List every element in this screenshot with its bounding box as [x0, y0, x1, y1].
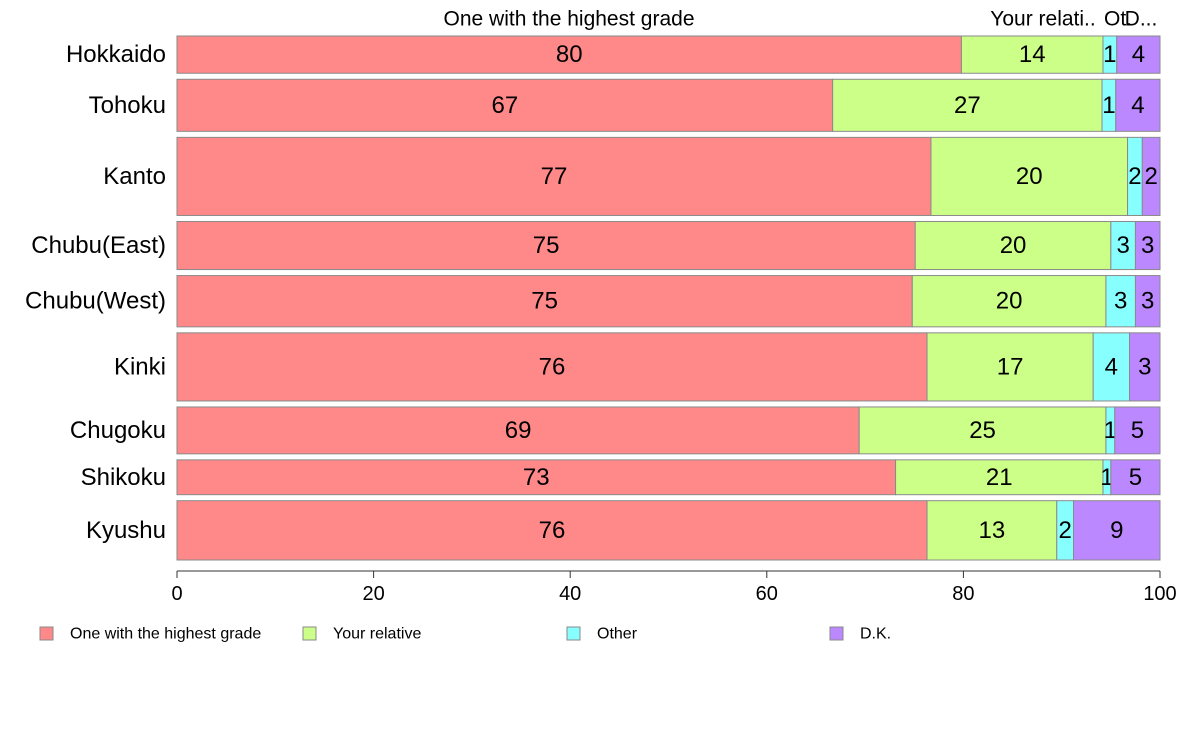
legend-swatch-one-with-the-highest-grade: [39, 626, 54, 641]
bar-kyushu-one-with-the-highest-grade: [176, 500, 928, 561]
category-label-chubu-east: Chubu(East): [31, 232, 166, 259]
data-label-hokkaido-one-with-the-highest-grade: 80: [556, 41, 583, 68]
data-label-kyushu-one-with-the-highest-grade: 76: [539, 517, 566, 544]
bar-kanto-your-relative: [930, 136, 1129, 216]
bar-chugoku-d-k: [1114, 406, 1161, 455]
data-label-kinki-one-with-the-highest-grade: 76: [539, 353, 566, 380]
bar-hokkaido-d-k: [1116, 35, 1161, 74]
data-label-kinki-your-relative: 17: [997, 353, 1024, 380]
bar-chugoku-your-relative: [858, 406, 1107, 455]
top-label-d-k: D...: [1125, 8, 1158, 31]
data-label-chugoku-one-with-the-highest-grade: 69: [505, 417, 532, 444]
category-label-kyushu: Kyushu: [86, 517, 166, 544]
data-label-tohoku-one-with-the-highest-grade: 67: [491, 92, 518, 119]
data-label-kinki-d-k: 3: [1138, 353, 1151, 380]
bar-chugoku-one-with-the-highest-grade: [176, 406, 860, 455]
data-label-kyushu-other: 2: [1058, 517, 1071, 544]
bar-kinki-other: [1092, 332, 1131, 402]
bars: 80 14 1 467 27 1 477 20 2 275 20 3 375 20 3 376 17 4 369 25…: [176, 35, 1161, 561]
bar-kinki-one-with-the-highest-grade: [176, 332, 928, 402]
data-label-hokkaido-other: 1: [1103, 41, 1116, 68]
legend-label-other: Other: [597, 626, 638, 643]
top-label-other: Ot.: [1104, 8, 1132, 31]
data-label-shikoku-your-relative: 21: [986, 464, 1013, 491]
legend-swatch-your-relative: [302, 626, 317, 641]
data-label-kyushu-d-k: 9: [1110, 517, 1123, 544]
data-label-chubu-east-d-k: 3: [1141, 232, 1154, 259]
data-label-chubu-west-your-relative: 20: [996, 288, 1023, 315]
legend-label-d-k: D.K.: [860, 626, 891, 643]
x-tick-label-20: 20: [362, 583, 384, 605]
bar-chubu-west-your-relative: [911, 275, 1107, 328]
data-label-chubu-east-other: 3: [1116, 232, 1129, 259]
data-label-kanto-your-relative: 20: [1016, 163, 1043, 190]
top-label-one-with-the-highest-grade: One with the highest grade: [444, 8, 695, 31]
x-tick-label-60: 60: [756, 583, 778, 605]
bar-hokkaido-your-relative: [960, 35, 1104, 74]
data-label-shikoku-other: 1: [1100, 464, 1113, 491]
bar-tohoku-d-k: [1115, 78, 1161, 132]
data-label-chubu-east-one-with-the-highest-grade: 75: [533, 232, 560, 259]
legend-label-one-with-the-highest-grade: One with the highest grade: [70, 626, 261, 643]
data-label-tohoku-other: 1: [1102, 92, 1115, 119]
data-label-tohoku-your-relative: 27: [954, 92, 981, 119]
data-label-hokkaido-d-k: 4: [1132, 41, 1145, 68]
bar-chubu-west-d-k: [1134, 275, 1161, 328]
data-label-hokkaido-your-relative: 14: [1019, 41, 1046, 68]
bar-chubu-east-d-k: [1134, 220, 1161, 271]
data-label-shikoku-one-with-the-highest-grade: 73: [523, 464, 550, 491]
bar-kanto-d-k: [1141, 136, 1161, 216]
legend-label-your-relative: Your relative: [333, 626, 421, 643]
x-tick-label-80: 80: [952, 583, 974, 605]
data-label-kanto-d-k: 2: [1144, 163, 1157, 190]
category-label-hokkaido: Hokkaido: [66, 41, 166, 68]
data-label-kyushu-your-relative: 13: [979, 517, 1006, 544]
bar-chubu-east-other: [1110, 220, 1136, 271]
legend-swatch-other: [566, 626, 581, 641]
bar-shikoku-one-with-the-highest-grade: [176, 459, 897, 496]
x-axis: 0 20 40 60 80 100: [171, 570, 1177, 605]
bar-chubu-west-one-with-the-highest-grade: [176, 275, 913, 328]
data-label-chugoku-other: 1: [1104, 417, 1117, 444]
category-label-tohoku: Tohoku: [89, 92, 166, 119]
bar-chubu-east-one-with-the-highest-grade: [176, 220, 916, 271]
bar-kinki-your-relative: [926, 332, 1094, 402]
category-label-kanto: Kanto: [103, 163, 166, 190]
category-label-chubu-west: Chubu(West): [25, 288, 166, 315]
data-label-kanto-other: 2: [1128, 163, 1141, 190]
bar-shikoku-your-relative: [895, 459, 1104, 496]
x-tick-label-40: 40: [559, 583, 581, 605]
bar-shikoku-d-k: [1110, 459, 1161, 496]
data-label-kinki-other: 4: [1105, 353, 1118, 380]
legend: One with the highest grade Your relative O…: [39, 626, 891, 643]
data-label-chubu-east-your-relative: 20: [1000, 232, 1027, 259]
data-label-shikoku-d-k: 5: [1129, 464, 1142, 491]
bar-tohoku-one-with-the-highest-grade: [176, 78, 834, 132]
category-label-kinki: Kinki: [114, 353, 166, 380]
legend-swatch-d-k: [829, 626, 844, 641]
data-label-chubu-west-other: 3: [1114, 288, 1127, 315]
data-label-chugoku-d-k: 5: [1131, 417, 1144, 444]
category-labels: Hokkaido Tohoku Kanto Chubu(East) Chubu(West…: [25, 41, 166, 544]
bar-kinki-d-k: [1129, 332, 1161, 402]
x-tick-label-100: 100: [1143, 583, 1176, 605]
data-label-tohoku-d-k: 4: [1131, 92, 1144, 119]
top-series-labels: One with the highest grade Your relati.. O…: [444, 8, 1158, 31]
data-label-chubu-west-one-with-the-highest-grade: 75: [531, 288, 558, 315]
category-label-chugoku: Chugoku: [70, 417, 166, 444]
data-label-kanto-one-with-the-highest-grade: 77: [541, 163, 568, 190]
data-label-chugoku-your-relative: 25: [969, 417, 996, 444]
category-label-shikoku: Shikoku: [81, 464, 166, 491]
x-tick-label-0: 0: [171, 583, 182, 605]
data-label-chubu-west-d-k: 3: [1141, 288, 1154, 315]
bar-kyushu-d-k: [1072, 500, 1161, 561]
bar-tohoku-your-relative: [832, 78, 1103, 132]
top-label-your-relative: Your relati..: [990, 8, 1095, 31]
bar-kanto-one-with-the-highest-grade: [176, 136, 932, 216]
